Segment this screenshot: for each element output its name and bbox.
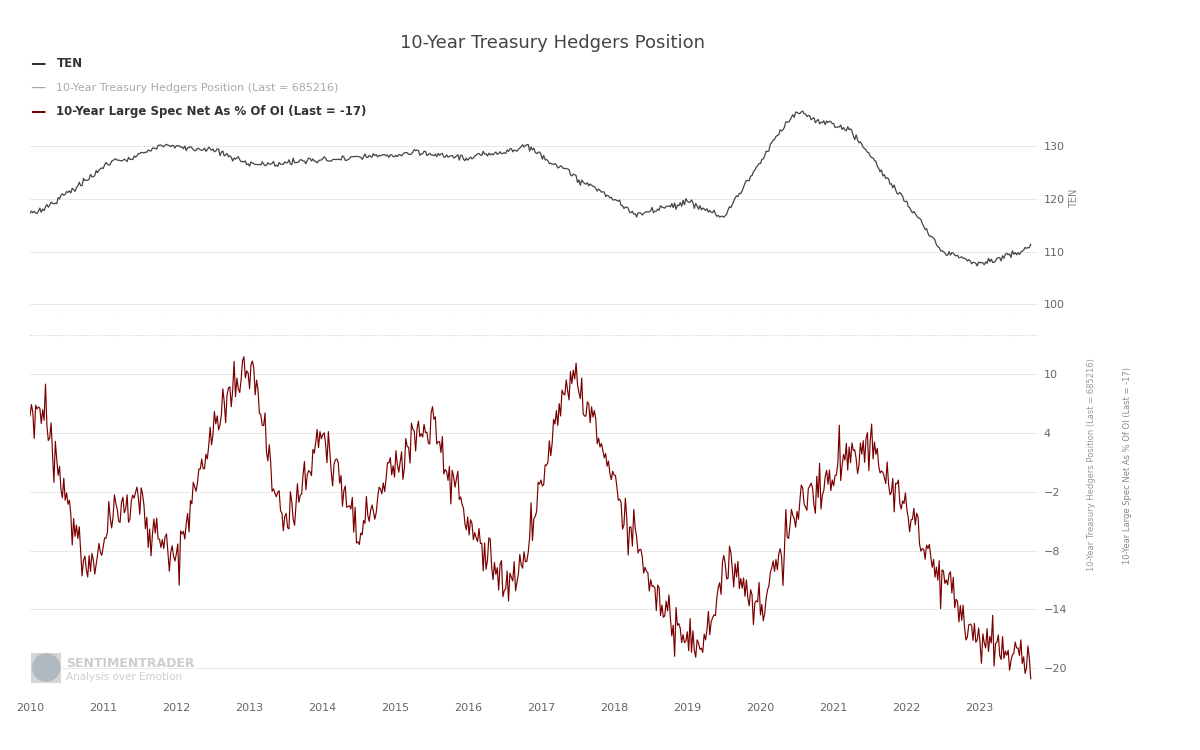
- Text: 10-Year Large Spec Net As % Of OI (Last = -17): 10-Year Large Spec Net As % Of OI (Last …: [1123, 367, 1133, 563]
- Text: —: —: [30, 104, 46, 119]
- Text: TEN: TEN: [1069, 189, 1079, 209]
- Text: 10-Year Treasury Hedgers Position (Last = 685216): 10-Year Treasury Hedgers Position (Last …: [56, 82, 338, 93]
- Text: —: —: [30, 80, 46, 95]
- Text: 10-Year Treasury Hedgers Position: 10-Year Treasury Hedgers Position: [400, 34, 704, 52]
- Text: TEN: TEN: [56, 57, 83, 70]
- Text: SENTIMENTRADER: SENTIMENTRADER: [66, 657, 194, 670]
- Text: 10-Year Large Spec Net As % Of OI (Last = -17): 10-Year Large Spec Net As % Of OI (Last …: [56, 105, 367, 118]
- Text: Analysis over Emotion: Analysis over Emotion: [66, 671, 182, 682]
- Text: —: —: [30, 56, 46, 71]
- Circle shape: [32, 654, 60, 681]
- Text: 10-Year Treasury Hedgers Position (Last = 685216): 10-Year Treasury Hedgers Position (Last …: [1087, 358, 1097, 572]
